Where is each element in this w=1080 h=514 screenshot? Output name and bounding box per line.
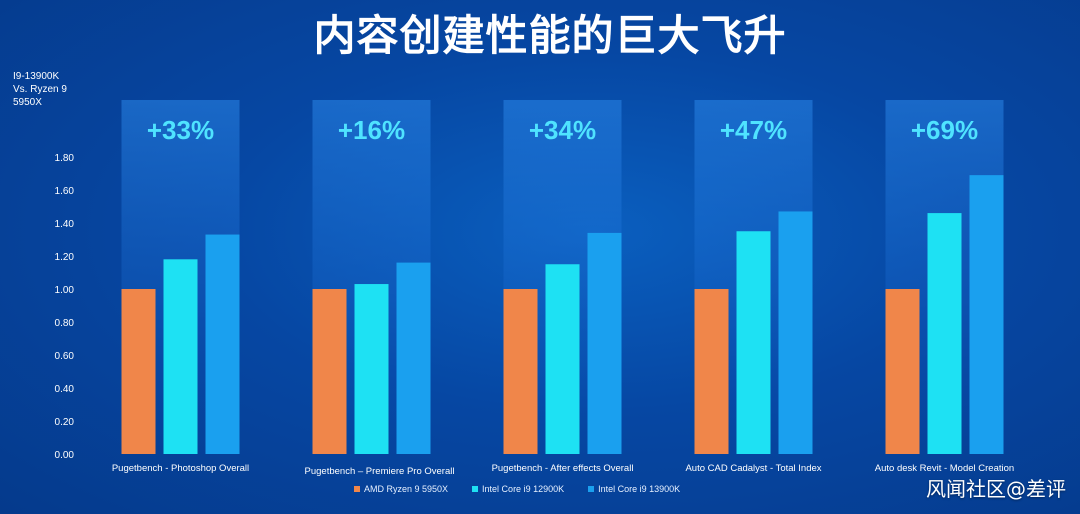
y-tick-label: 0.60 bbox=[55, 351, 75, 362]
bar-amd bbox=[694, 289, 729, 454]
bar-13900k bbox=[205, 234, 240, 454]
y-tick-label: 1.80 bbox=[55, 153, 75, 164]
bar-13900k bbox=[396, 262, 431, 454]
y-tick-label: 0.20 bbox=[55, 417, 75, 428]
legend-item-12900k: Intel Core i9 12900K bbox=[472, 484, 564, 494]
bar-13900k bbox=[587, 232, 622, 454]
y-tick-label: 1.60 bbox=[55, 186, 75, 197]
x-tick-label: Auto CAD Cadalyst - Total Index bbox=[685, 463, 821, 474]
legend-item-13900k: Intel Core i9 13900K bbox=[588, 484, 680, 494]
legend-label-13900k: Intel Core i9 13900K bbox=[598, 484, 681, 494]
legend-label-12900k: Intel Core i9 12900K bbox=[482, 484, 565, 494]
bar-12900k bbox=[163, 259, 198, 454]
legend-label-amd: AMD Ryzen 9 5950X bbox=[364, 484, 449, 494]
bar-13900k bbox=[969, 175, 1004, 454]
y-tick-label: 1.20 bbox=[55, 252, 75, 263]
x-tick-label: Pugetbench – Premiere Pro Overall bbox=[305, 466, 455, 477]
y-tick-label: 1.40 bbox=[55, 219, 75, 230]
legend-swatch-13900k bbox=[588, 486, 595, 492]
improvement-label: +16% bbox=[338, 115, 405, 145]
page-title: 内容创建性能的巨大飞升 bbox=[313, 11, 787, 60]
bar-amd bbox=[312, 289, 347, 454]
y-tick-label: 0.80 bbox=[55, 318, 75, 329]
legend-swatch-amd bbox=[354, 486, 360, 492]
legend-item-amd: AMD Ryzen 9 5950X bbox=[354, 484, 448, 494]
x-tick-label: Auto desk Revit - Model Creation bbox=[875, 463, 1014, 474]
improvement-label: +34% bbox=[529, 115, 596, 145]
y-tick-label: 0.00 bbox=[55, 450, 75, 461]
x-tick-label: Pugetbench - After effects Overall bbox=[492, 463, 634, 474]
legend-swatch-12900k bbox=[472, 486, 479, 492]
bar-13900k bbox=[778, 211, 813, 454]
x-tick-label: Pugetbench - Photoshop Overall bbox=[112, 463, 249, 474]
bar-12900k bbox=[545, 264, 580, 454]
bar-12900k bbox=[927, 213, 962, 454]
y-tick-label: 0.40 bbox=[55, 384, 75, 395]
y-tick-label: 1.00 bbox=[55, 285, 75, 296]
bar-amd bbox=[885, 289, 920, 454]
watermark: 风闻社区@差评 bbox=[926, 477, 1066, 501]
improvement-label: +33% bbox=[147, 115, 214, 145]
bar-12900k bbox=[736, 231, 771, 454]
bar-12900k bbox=[354, 284, 389, 454]
bar-amd bbox=[503, 289, 538, 454]
bar-amd bbox=[121, 289, 156, 454]
improvement-label: +47% bbox=[720, 115, 787, 145]
y-axis-label: I9-13900K Vs. Ryzen 9 5950X bbox=[13, 71, 67, 108]
improvement-label: +69% bbox=[911, 115, 978, 145]
chart-legend: AMD Ryzen 9 5950X Intel Core i9 12900K I… bbox=[354, 484, 680, 494]
